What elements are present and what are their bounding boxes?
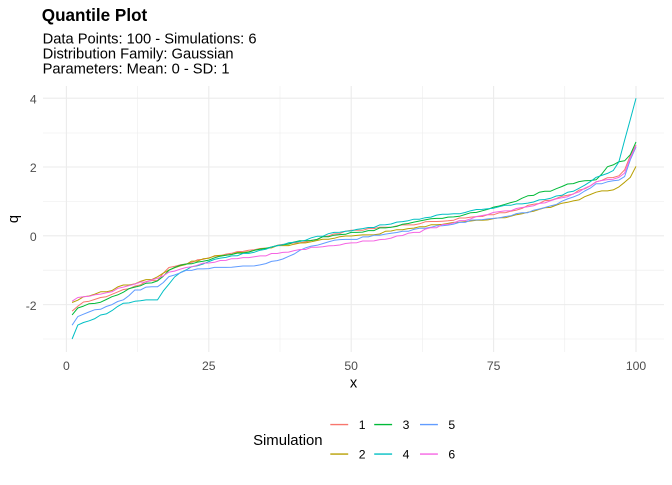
svg-text:50: 50 (344, 359, 358, 373)
svg-text:75: 75 (487, 359, 501, 373)
svg-text:4: 4 (30, 92, 37, 106)
svg-text:6: 6 (448, 448, 455, 462)
svg-text:Quantile Plot: Quantile Plot (42, 6, 148, 25)
svg-text:Parameters: Mean: 0 - SD: 1: Parameters: Mean: 0 - SD: 1 (43, 62, 230, 78)
svg-text:1: 1 (359, 418, 366, 432)
svg-text:0: 0 (63, 359, 70, 373)
svg-text:4: 4 (403, 448, 410, 462)
svg-text:2: 2 (359, 448, 366, 462)
svg-text:0: 0 (30, 230, 37, 244)
svg-text:3: 3 (403, 418, 410, 432)
svg-text:25: 25 (202, 359, 216, 373)
svg-text:x: x (350, 376, 358, 392)
svg-text:5: 5 (448, 418, 455, 432)
svg-text:2: 2 (30, 161, 37, 175)
svg-text:Simulation: Simulation (253, 433, 323, 449)
svg-text:100: 100 (626, 359, 647, 373)
svg-text:Data Points: 100 - Simulations: Data Points: 100 - Simulations: 6 (43, 32, 257, 48)
svg-text:Distribution Family: Gaussian: Distribution Family: Gaussian (43, 47, 234, 63)
svg-text:q: q (6, 215, 22, 223)
svg-text:-2: -2 (26, 299, 37, 313)
